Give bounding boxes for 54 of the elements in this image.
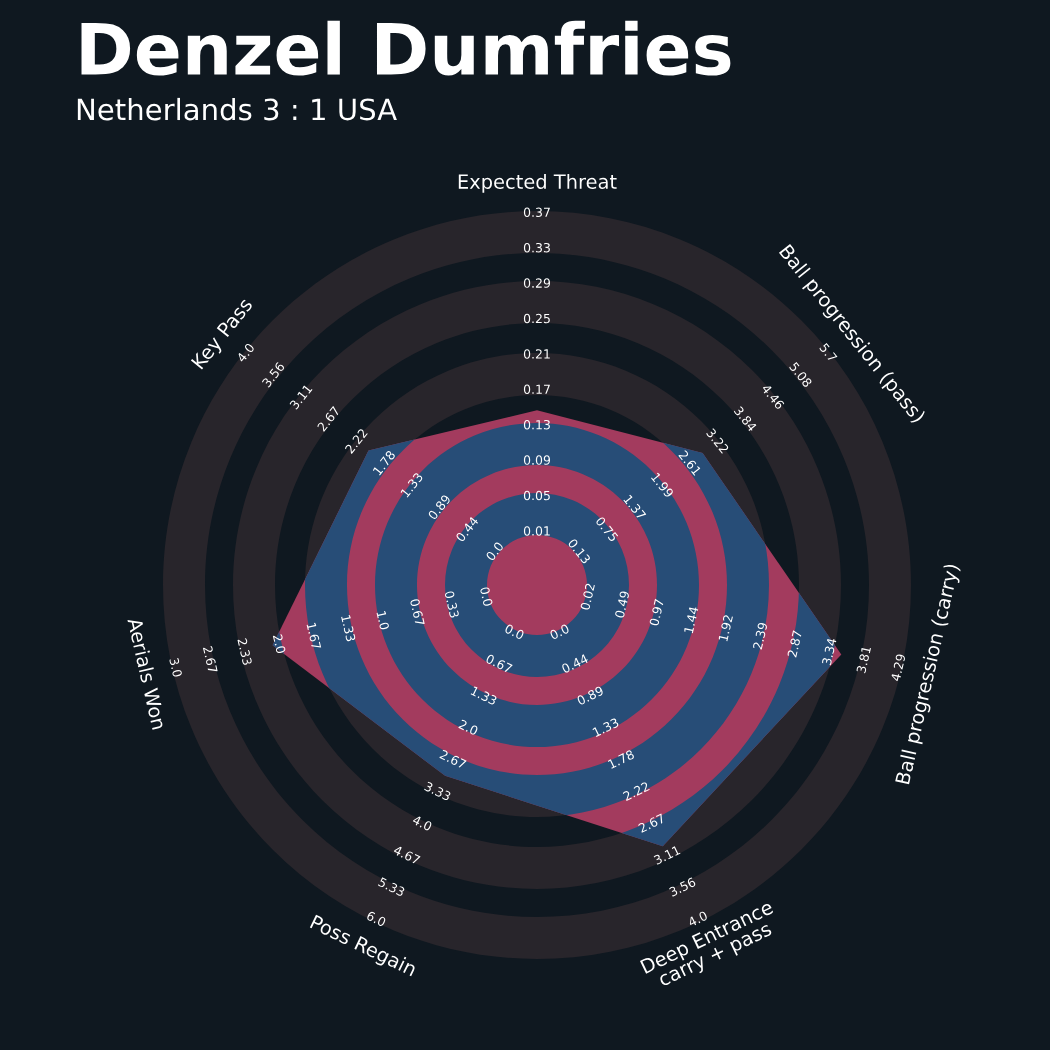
text: 0.0	[479, 586, 494, 607]
text: 0.17	[523, 384, 550, 395]
text: 0.05	[523, 490, 550, 501]
text: 3.11	[653, 845, 681, 865]
text: 1.78	[607, 749, 635, 770]
text: 5.33	[377, 877, 406, 897]
text: 0.29	[523, 278, 551, 288]
text: 2.22	[622, 781, 650, 801]
text: 3.81	[856, 646, 872, 674]
text: 3.34	[821, 637, 837, 666]
text: 2.33	[237, 637, 253, 666]
text: 0.33	[523, 242, 550, 253]
text: 3.0	[169, 657, 183, 678]
text: 0.21	[523, 349, 550, 359]
text: 0.44	[561, 653, 589, 674]
text: 2.0	[272, 633, 286, 654]
text: 0.67	[409, 598, 425, 626]
text: 1.0	[376, 610, 390, 631]
text: 1.67	[306, 622, 322, 650]
text: 0.0	[485, 541, 505, 562]
text: 0.37	[523, 207, 550, 218]
text: 0.33	[444, 590, 460, 619]
text: 0.25	[523, 313, 550, 324]
text: 4.0	[411, 814, 433, 832]
text: 0.97	[649, 598, 665, 627]
text: 2.67	[439, 749, 467, 770]
text: 0.0	[504, 623, 525, 640]
spoke-label: Expected Threat	[458, 173, 617, 193]
text: 0.02	[580, 583, 596, 611]
spoke-label: Aerials Won	[127, 616, 167, 730]
text: 0.89	[576, 685, 605, 706]
text: 0.0	[549, 623, 570, 640]
text: 2.67	[202, 645, 218, 674]
text: 4.67	[392, 844, 421, 865]
text: 1.33	[470, 685, 498, 706]
text: 0.49	[614, 590, 630, 619]
chart-title: Denzel Dumfries	[81, 20, 731, 76]
text: 2.0	[458, 719, 479, 736]
text: 3.33	[423, 781, 452, 802]
text: 3.56	[668, 876, 697, 897]
text: 0.67	[485, 653, 513, 674]
text: 0.09	[523, 455, 551, 465]
text: 2.87	[787, 630, 803, 658]
text: 2.67	[637, 813, 666, 834]
text: 2.39	[752, 622, 768, 650]
text: 1.44	[683, 606, 699, 634]
text: 4.29	[890, 653, 906, 682]
text: 4.0	[236, 342, 255, 363]
text: 1.92	[718, 614, 734, 642]
chart-subtitle: Netherlands 3 : 1 USA	[77, 97, 397, 121]
text: 0.01	[523, 526, 550, 536]
text: 6.0	[366, 910, 387, 928]
text: 1.33	[340, 614, 356, 642]
text: 1.33	[592, 717, 620, 738]
